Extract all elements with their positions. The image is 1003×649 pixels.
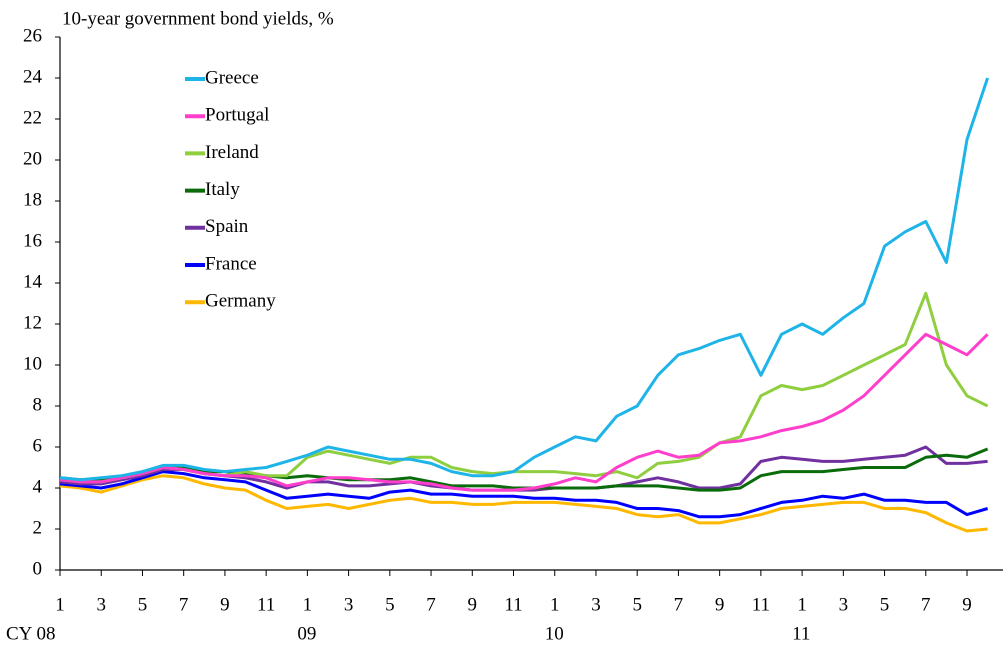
year-label: 10 <box>545 623 564 644</box>
legend-label: Portugal <box>205 105 269 126</box>
y-tick-label: 12 <box>23 312 42 333</box>
x-tick-label: 3 <box>344 594 354 615</box>
x-tick-label: 9 <box>962 594 972 615</box>
x-tick-label: 7 <box>921 594 931 615</box>
x-tick-label: 7 <box>426 594 436 615</box>
y-tick-label: 20 <box>23 148 42 169</box>
x-tick-label: 3 <box>591 594 601 615</box>
y-tick-label: 6 <box>33 435 43 456</box>
series-line <box>59 332 989 492</box>
x-tick-label: 9 <box>715 594 725 615</box>
x-tick-label: 9 <box>468 594 478 615</box>
y-tick-label: 0 <box>33 558 43 579</box>
series-line <box>59 474 988 533</box>
x-tick-label: 11 <box>257 594 275 615</box>
y-tick-label: 8 <box>33 394 43 415</box>
x-tick-label: 1 <box>55 594 65 615</box>
x-tick-label: 11 <box>752 594 770 615</box>
legend-label: Italy <box>205 179 240 200</box>
legend-label: France <box>205 253 257 274</box>
chart-title: 10-year government bond yields, % <box>62 8 334 29</box>
y-tick-label: 26 <box>23 25 42 46</box>
year-label: CY 08 <box>6 623 55 644</box>
x-tick-label: 7 <box>179 594 189 615</box>
legend-label: Spain <box>205 216 249 237</box>
x-tick-label: 5 <box>385 594 395 615</box>
x-tick-label: 3 <box>839 594 849 615</box>
y-tick-label: 18 <box>23 189 42 210</box>
y-tick-label: 22 <box>23 107 42 128</box>
x-tick-label: 5 <box>632 594 642 615</box>
year-label: 09 <box>297 623 316 644</box>
legend-label: Greece <box>205 67 259 88</box>
x-tick-label: 1 <box>303 594 313 615</box>
legend-label: Ireland <box>205 142 259 163</box>
x-tick-label: 3 <box>96 594 106 615</box>
y-tick-label: 24 <box>23 66 43 87</box>
legend-label: Germany <box>205 291 276 312</box>
x-tick-label: 5 <box>138 594 148 615</box>
y-tick-label: 10 <box>23 353 42 374</box>
y-tick-label: 14 <box>23 271 43 292</box>
series-line <box>59 470 989 519</box>
x-tick-label: 11 <box>504 594 522 615</box>
series-line <box>59 77 990 482</box>
year-label: 11 <box>792 623 810 644</box>
y-tick-label: 4 <box>33 476 43 497</box>
y-tick-label: 16 <box>23 230 42 251</box>
x-tick-label: 1 <box>797 594 807 615</box>
y-tick-label: 2 <box>33 517 43 538</box>
x-tick-label: 5 <box>880 594 890 615</box>
x-tick-label: 9 <box>220 594 230 615</box>
x-tick-label: 1 <box>550 594 560 615</box>
x-tick-label: 7 <box>674 594 684 615</box>
series-line <box>59 291 989 484</box>
